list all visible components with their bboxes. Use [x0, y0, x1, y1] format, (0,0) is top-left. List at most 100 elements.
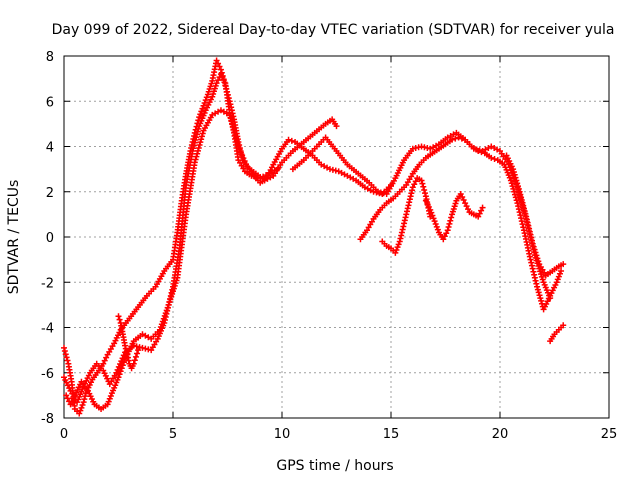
data-point-interp [332, 167, 339, 174]
data-point [409, 145, 416, 152]
series-I [503, 152, 567, 279]
x-tick-label: 5 [169, 427, 177, 442]
data-point-interp [509, 183, 516, 190]
data-point-interp [511, 188, 518, 195]
data-point-interp [394, 244, 401, 251]
data-point [507, 177, 514, 184]
data-point-interp [380, 190, 387, 197]
data-point-interp [478, 207, 485, 214]
data-point-interp [510, 168, 517, 175]
data-point-interp [443, 230, 450, 237]
data-point-interp [412, 178, 419, 185]
data-point-interp [425, 203, 432, 210]
data-point-interp [512, 194, 519, 201]
data-point-interp [446, 220, 453, 227]
data-point-interp [101, 357, 108, 364]
data-point-interp [535, 289, 542, 296]
data-point-interp [534, 286, 541, 293]
data-point [475, 148, 482, 155]
data-point [510, 166, 517, 173]
data-point-interp [531, 246, 538, 253]
series-J [547, 322, 567, 345]
data-point [213, 57, 220, 64]
data-point-interp [215, 77, 222, 84]
data-point-interp [61, 348, 68, 355]
data-point-interp [119, 355, 126, 362]
data-point-interp [556, 270, 563, 277]
data-point-interp [555, 273, 562, 280]
data-point-interp [105, 398, 112, 405]
data-point-interp [133, 343, 140, 350]
data-point-interp [77, 407, 84, 414]
data-point [196, 114, 203, 121]
x-tick-label: 20 [492, 427, 509, 442]
data-point [553, 279, 560, 286]
y-tick-label: -2 [41, 276, 54, 291]
data-point [113, 369, 120, 376]
data-point-interp [64, 395, 71, 402]
data-point [100, 360, 107, 367]
data-point-interp [511, 191, 518, 198]
data-point [326, 166, 333, 173]
data-point-interp [421, 144, 428, 151]
data-point [392, 249, 399, 256]
data-point [479, 204, 486, 211]
data-point-interp [195, 144, 202, 151]
data-point-interp [460, 197, 467, 204]
data-point-interp [534, 255, 541, 262]
data-point [61, 344, 67, 351]
data-point-interp [119, 362, 126, 369]
data-point [132, 353, 139, 360]
data-point [418, 143, 425, 150]
y-tick-label: 8 [46, 50, 54, 65]
data-point-interp [535, 258, 542, 265]
data-point-interp [64, 357, 71, 364]
data-point-interp [422, 190, 429, 197]
data-point-interp [239, 152, 246, 159]
x-tick-label: 15 [383, 427, 400, 442]
data-point-interp [116, 316, 123, 323]
data-point-interp [136, 344, 143, 351]
data-point-interp [215, 60, 222, 67]
data-point [449, 136, 456, 143]
chart-title: Day 099 of 2022, Sidereal Day-to-day VTE… [52, 22, 615, 38]
data-point-interp [377, 189, 384, 196]
data-point-interp [537, 295, 544, 302]
data-point-interp [419, 180, 426, 187]
data-point-interp [145, 346, 152, 353]
data-point-interp [554, 276, 561, 283]
data-point-interp [118, 358, 125, 365]
series-F [357, 134, 565, 313]
x-tick-label: 0 [60, 427, 68, 442]
series-G [379, 175, 434, 256]
data-point-interp [463, 203, 470, 210]
data-point-interp [478, 149, 485, 156]
data-point-interp [216, 63, 223, 70]
data-point-interp [251, 173, 258, 180]
data-point-interp [533, 252, 540, 259]
data-point-interp [513, 177, 520, 184]
series-D [115, 313, 142, 372]
series-C [61, 71, 281, 406]
data-point-interp [412, 145, 419, 152]
data-point-interp [63, 354, 70, 361]
y-tick-label: 2 [46, 186, 54, 201]
data-point-interp [194, 147, 201, 154]
data-point [130, 342, 137, 349]
data-point [457, 191, 464, 198]
data-point-interp [199, 130, 206, 137]
data-point-interp [115, 363, 122, 370]
data-point-interp [114, 366, 121, 373]
data-point-interp [201, 99, 208, 106]
data-point-interp [68, 398, 75, 405]
data-point-interp [530, 243, 537, 250]
data-point-interp [220, 77, 227, 84]
data-point-interp [117, 361, 124, 368]
data-point [534, 283, 541, 290]
data-point-interp [538, 297, 545, 304]
data-point-interp [514, 183, 521, 190]
data-point [418, 177, 425, 184]
data-point-interp [536, 292, 543, 299]
data-point-interp [514, 180, 521, 187]
data-point-interp [134, 350, 141, 357]
